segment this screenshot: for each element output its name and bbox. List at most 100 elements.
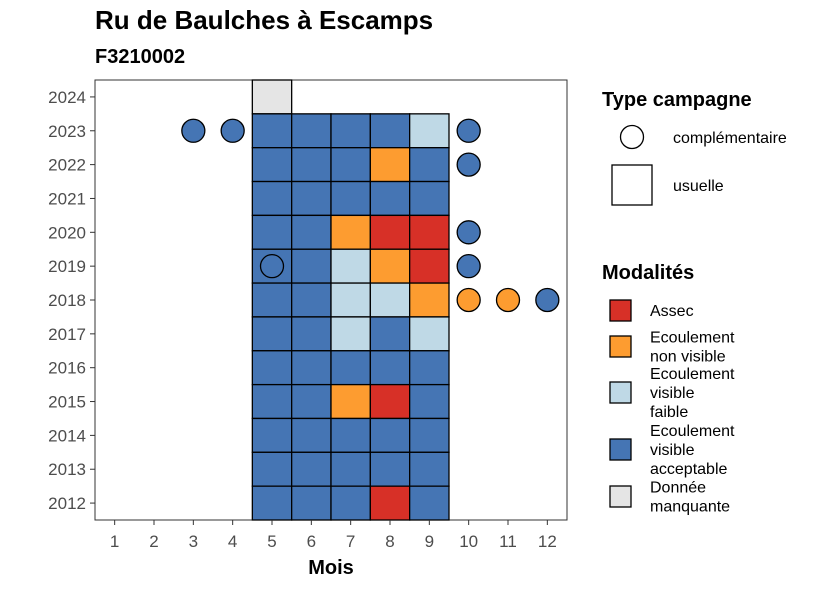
legend-swatch-faible xyxy=(609,381,632,404)
cell-2023-6 xyxy=(291,113,332,149)
cell-2020-6 xyxy=(291,214,332,250)
cell-2015-6 xyxy=(291,383,332,420)
y-tick-label: 2020 xyxy=(48,223,86,242)
legend-type-label-usuelle: usuelle xyxy=(673,178,724,195)
point-2023-3 xyxy=(181,118,206,143)
legend-modalite-label-assec: Assec xyxy=(650,303,694,320)
x-tick-label: 6 xyxy=(307,532,316,551)
cell-2022-5 xyxy=(251,147,293,183)
cell-2022-7 xyxy=(330,147,371,183)
cell-2012-9 xyxy=(409,485,450,521)
y-tick-label: 2012 xyxy=(48,494,86,513)
chart-title: Ru de Baulches à Escamps xyxy=(95,5,434,35)
cell-2012-6 xyxy=(291,485,332,521)
cell-2022-6 xyxy=(291,147,332,183)
point-2022-10 xyxy=(456,152,481,177)
point-2018-12 xyxy=(535,287,560,313)
cell-2017-8 xyxy=(369,316,411,352)
x-tick-label: 8 xyxy=(385,532,394,551)
point-2019-10 xyxy=(456,254,481,279)
cell-2023-5 xyxy=(251,113,293,149)
y-tick-label: 2022 xyxy=(48,156,86,175)
cell-2019-7 xyxy=(330,248,371,284)
cell-2018-9 xyxy=(409,282,450,318)
cell-2015-8 xyxy=(369,383,411,420)
x-tick-label: 12 xyxy=(538,532,557,551)
cell-2013-8 xyxy=(369,451,411,487)
legend-swatch-assec xyxy=(609,299,632,322)
point-2018-10 xyxy=(456,287,481,313)
y-tick-label: 2018 xyxy=(48,291,86,310)
cell-2022-8 xyxy=(369,147,411,183)
y-axis-ticks: 2012 2013 2014 2015 2016 2017 2018 2019 2020 2021… xyxy=(48,88,95,513)
legend-square-icon xyxy=(611,164,653,206)
cell-2014-9 xyxy=(409,417,450,453)
cell-2017-9 xyxy=(409,316,450,352)
cell-2018-8 xyxy=(369,282,411,318)
x-tick-label: 9 xyxy=(425,532,434,551)
cell-2012-8 xyxy=(369,485,411,521)
point-2020-10 xyxy=(456,220,481,245)
cell-2021-9 xyxy=(409,180,450,217)
point-2023-10 xyxy=(456,118,481,143)
y-tick-label: 2023 xyxy=(48,122,86,141)
cell-2015-9 xyxy=(409,383,450,420)
legend-type-label-complementaire: complémentaire xyxy=(673,130,787,147)
x-tick-label: 5 xyxy=(267,532,276,551)
cell-2014-5 xyxy=(251,417,293,453)
legend-type-campagne: Type campagne complémentaire usuelle xyxy=(602,89,787,206)
cell-2015-7 xyxy=(330,383,371,420)
complementaire-points xyxy=(181,118,560,313)
cell-2018-7 xyxy=(330,282,371,318)
cell-2013-6 xyxy=(291,451,332,487)
chart-subtitle: F3210002 xyxy=(95,46,186,68)
cell-2016-9 xyxy=(409,350,450,386)
cell-2017-5 xyxy=(251,316,293,352)
cell-2015-5 xyxy=(251,383,293,420)
usuelle-cells xyxy=(251,79,450,521)
cell-2023-7 xyxy=(330,113,371,149)
legend-swatch-manquante xyxy=(609,485,632,508)
cell-2022-9 xyxy=(409,147,450,183)
y-tick-label: 2013 xyxy=(48,460,86,479)
x-tick-label: 11 xyxy=(499,532,517,551)
cell-2023-9 xyxy=(409,113,450,149)
cell-2014-7 xyxy=(330,417,371,453)
cell-2021-5 xyxy=(251,180,293,217)
cell-2021-7 xyxy=(330,180,371,217)
cell-2020-8 xyxy=(369,214,411,250)
y-tick-label: 2014 xyxy=(48,426,86,445)
cell-2014-8 xyxy=(369,417,411,453)
cell-2017-7 xyxy=(330,316,371,352)
x-tick-label: 4 xyxy=(228,532,237,551)
cell-2016-5 xyxy=(251,350,293,386)
x-axis-ticks: 1 2 3 4 5 6 7 8 9 10 11 12 xyxy=(110,520,557,551)
cell-2020-7 xyxy=(330,214,371,250)
legend-type-title: Type campagne xyxy=(602,89,752,111)
y-tick-label: 2021 xyxy=(48,189,86,208)
point-2023-4 xyxy=(220,118,245,143)
cell-2019-8 xyxy=(369,248,411,284)
point-2018-11 xyxy=(495,287,521,313)
cell-2024-5 xyxy=(251,79,293,115)
y-tick-label: 2016 xyxy=(48,359,86,378)
legend-modalites-title: Modalités xyxy=(602,262,694,284)
cell-2020-9 xyxy=(409,214,450,250)
x-tick-label: 1 xyxy=(110,532,119,551)
cell-2021-8 xyxy=(369,180,411,217)
y-tick-label: 2017 xyxy=(48,325,86,344)
cell-2018-6 xyxy=(291,282,332,318)
point-2019-5 xyxy=(259,254,285,279)
cell-2021-6 xyxy=(291,180,332,217)
y-tick-label: 2024 xyxy=(48,88,86,107)
cell-2020-5 xyxy=(251,214,293,250)
cell-2023-8 xyxy=(369,113,411,149)
legend-modalite-label-faible: Ecoulement visible faible xyxy=(650,366,735,421)
cell-2019-6 xyxy=(291,248,332,284)
cell-2016-8 xyxy=(369,350,411,386)
cell-2018-5 xyxy=(251,282,293,318)
legend-modalite-label-manquante: Donnée manquante xyxy=(650,480,730,516)
